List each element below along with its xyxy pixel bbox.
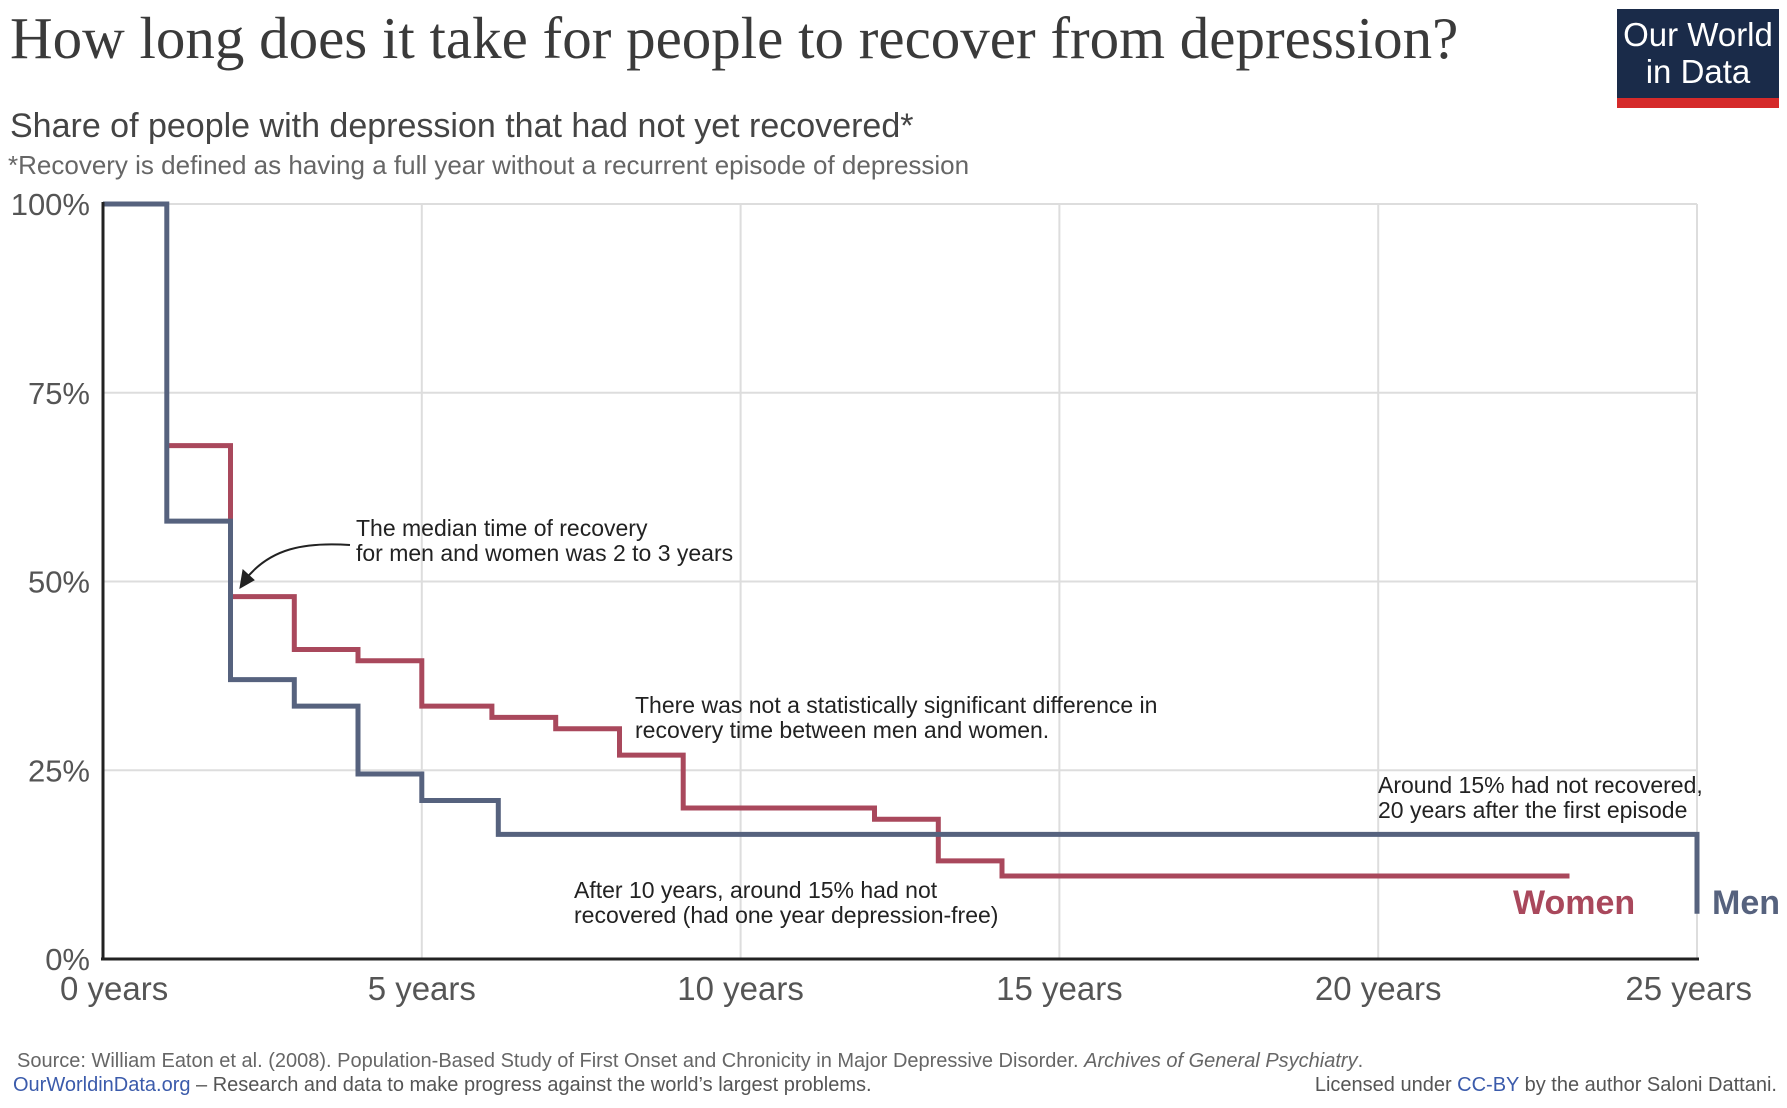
x-tick-label: 5 years — [368, 970, 476, 1007]
annotation-line: The median time of recovery — [356, 515, 648, 541]
site-link[interactable]: OurWorldinData.org — [13, 1074, 191, 1096]
annotation-line: 20 years after the first episode — [1378, 797, 1687, 823]
logo-accent-bar — [1617, 98, 1779, 108]
annotation-line: recovery time between men and women. — [635, 717, 1049, 743]
site-tagline: – Research and data to make progress aga… — [190, 1074, 872, 1096]
chart-area: 0% 25% 50% 75% 100% 0 years 5 years 10 years 15 … — [11, 187, 1780, 1007]
footer-source: Source: William Eaton et al. (2008). Pop… — [17, 1050, 1363, 1073]
license-prefix: Licensed under — [1314, 1074, 1458, 1096]
source-text: Source: William Eaton et al. (2008). Pop… — [17, 1050, 1085, 1072]
y-tick-label: 100% — [11, 187, 90, 222]
footer-license: Licensed under CC-BY by the author Salon… — [1315, 1074, 1777, 1097]
annotation-after10: After 10 years, around 15% had not recove… — [574, 877, 998, 928]
annotation-line: recovered (had one year depression-free) — [574, 902, 998, 928]
y-tick-label: 50% — [28, 565, 90, 600]
owid-logo[interactable]: Our World in Data — [1617, 9, 1779, 108]
series-label-women: Women — [1513, 884, 1635, 922]
y-tick-label: 25% — [28, 753, 90, 788]
annotation-line: There was not a statistically significan… — [635, 692, 1157, 718]
chart-subtitle: Share of people with depression that had… — [10, 107, 914, 145]
x-tick-label: 15 years — [996, 970, 1123, 1007]
annotation-arrowhead — [239, 569, 255, 589]
annotation-around15: Around 15% had not recovered, 20 years af… — [1378, 772, 1703, 823]
license-link[interactable]: CC-BY — [1457, 1074, 1520, 1096]
annotation-line: After 10 years, around 15% had not — [574, 877, 938, 903]
annotation-arrow — [244, 543, 351, 581]
series-line-men — [103, 201, 1700, 914]
chart-note: *Recovery is defined as having a full ye… — [8, 150, 970, 180]
x-tick-label: 20 years — [1315, 970, 1442, 1007]
footer-site: OurWorldinData.org – Research and data t… — [13, 1074, 872, 1097]
y-tick-label: 0% — [45, 942, 90, 977]
x-tick-label: 0 years — [60, 970, 168, 1007]
source-journal: Archives of General Psychiatry — [1084, 1050, 1358, 1072]
annotation-line: Around 15% had not recovered, — [1378, 772, 1703, 798]
annotation-nosig: There was not a statistically significan… — [635, 692, 1157, 743]
x-tick-label: 25 years — [1625, 970, 1752, 1007]
series-label-men: Men — [1712, 884, 1780, 922]
logo-line-1: Our World — [1623, 16, 1773, 53]
license-suffix: by the author Saloni Dattani. — [1519, 1074, 1777, 1096]
source-suffix: . — [1357, 1050, 1364, 1072]
chart-title: How long does it take for people to reco… — [10, 5, 1459, 71]
annotation-line: for men and women was 2 to 3 years — [356, 540, 733, 566]
x-tick-label: 10 years — [677, 970, 804, 1007]
logo-line-2: in Data — [1645, 53, 1751, 90]
series-line-women — [166, 443, 1570, 879]
y-tick-label: 75% — [28, 376, 90, 411]
annotation-median: The median time of recovery for men and w… — [356, 515, 733, 566]
